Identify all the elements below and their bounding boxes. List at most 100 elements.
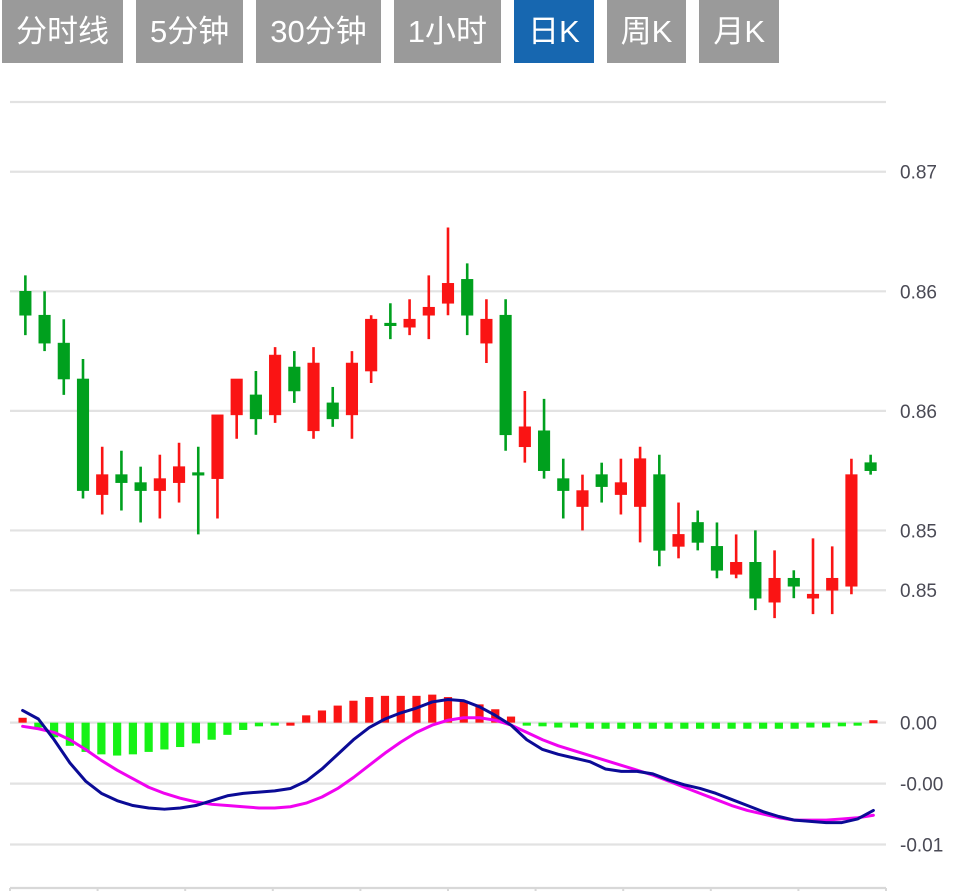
macd-signal-line <box>21 716 875 822</box>
macd-hist-bar <box>443 697 453 723</box>
candle-body <box>806 593 820 599</box>
macd-hist-bar <box>853 722 862 726</box>
candle-body <box>441 283 455 304</box>
tab-4[interactable]: 日K <box>513 0 594 63</box>
macd-hist-bar <box>128 722 137 755</box>
candle-body <box>518 426 531 448</box>
macd-hist-bar <box>191 722 201 744</box>
macd-hist-bar <box>286 722 295 726</box>
candle-body <box>76 378 90 491</box>
candle-body <box>499 314 512 436</box>
candle-body <box>326 402 339 420</box>
macd-hist-bar <box>774 722 783 729</box>
candle-body <box>96 474 109 495</box>
candle-body <box>38 314 51 344</box>
macd-hist-bar <box>664 722 673 729</box>
macd-hist-bar <box>522 722 531 726</box>
macd-hist-bar <box>695 722 705 729</box>
macd-hist-bar <box>302 715 311 723</box>
macd-hist-bar <box>239 722 248 730</box>
candle-body <box>115 474 128 483</box>
candle-body <box>614 482 627 495</box>
macd-hist-bar <box>349 700 358 723</box>
macd-hist-bar <box>806 722 815 728</box>
candle-body <box>710 546 724 571</box>
macd-hist-bar <box>869 720 878 724</box>
candle-body <box>749 562 762 599</box>
macd-hist-bar <box>759 722 768 729</box>
macd-histogram <box>18 694 878 756</box>
candle-body <box>864 462 877 471</box>
price-tick-label-0: 0.87 <box>900 163 937 184</box>
macd-line <box>21 698 875 825</box>
macd-lines <box>21 698 875 825</box>
macd-hist-bar <box>34 722 43 728</box>
candle-body <box>845 474 858 587</box>
macd-hist-bar <box>538 722 547 727</box>
tab-0[interactable]: 分时线 <box>2 0 123 63</box>
macd-hist-bar <box>160 722 169 750</box>
candle-body <box>826 577 839 591</box>
candle-body <box>153 478 166 491</box>
candle-body <box>787 577 800 587</box>
tab-6[interactable]: 月K <box>699 0 780 63</box>
macd-hist-bar <box>365 697 374 723</box>
price-tick-label-4: 0.85 <box>900 581 937 602</box>
candle-body <box>211 414 224 479</box>
macd-hist-bar <box>144 722 153 752</box>
candle-body <box>422 306 435 316</box>
macd-hist-bar <box>743 722 752 729</box>
candle-body <box>576 490 589 507</box>
macd-hist-bar <box>223 722 232 735</box>
tab-3[interactable]: 1小时 <box>393 0 501 63</box>
candle-body <box>172 466 186 483</box>
macd-hist-bar <box>459 700 468 723</box>
candle-body <box>480 318 493 344</box>
macd-hist-bar <box>617 722 626 729</box>
candle-body <box>403 318 416 328</box>
candle-body <box>384 322 397 326</box>
macd-hist-bar <box>428 694 437 723</box>
chart-svg: 0.87 0.86 0.86 0.85 0.85 0.00 -0.00 -0.01 <box>9 100 943 891</box>
candle-body <box>57 342 70 380</box>
macd-hist-bar <box>727 722 736 729</box>
macd-hist-bar <box>113 722 122 756</box>
candle-body <box>691 522 704 543</box>
macd-hist-bar <box>97 722 106 755</box>
candle-body <box>768 577 781 603</box>
macd-hist-bar <box>270 722 279 726</box>
macd-hist-bar <box>50 722 59 738</box>
macd-hist-bar <box>380 695 390 723</box>
macd-axis-labels: 0.00 -0.00 -0.01 <box>900 714 943 857</box>
macd-hist-bar <box>711 722 720 729</box>
x-axis <box>9 886 887 891</box>
macd-hist-bar <box>317 710 327 723</box>
candle-body <box>365 318 378 372</box>
candle-body <box>653 474 666 551</box>
macd-hist-bar <box>254 722 264 727</box>
macd-hist-bar <box>790 722 799 729</box>
tab-1[interactable]: 5分钟 <box>136 0 244 63</box>
candle-body <box>269 354 282 416</box>
macd-tick-label-2: -0.01 <box>900 836 943 857</box>
price-tick-label-3: 0.85 <box>900 521 937 542</box>
macd-hist-bar <box>601 722 610 729</box>
candlestick-series <box>19 227 877 619</box>
price-tick-label-2: 0.86 <box>900 402 937 423</box>
candle-body <box>249 394 262 420</box>
macd-hist-bar <box>837 722 846 727</box>
candle-body <box>19 291 32 316</box>
tab-2[interactable]: 30分钟 <box>256 0 381 63</box>
macd-hist-bar <box>585 722 594 729</box>
macd-hist-bar <box>506 716 516 723</box>
macd-hist-bar <box>822 722 831 728</box>
macd-hist-bar <box>632 722 642 729</box>
macd-hist-bar <box>65 722 74 746</box>
candle-body <box>461 279 474 316</box>
tab-5[interactable]: 周K <box>606 0 687 63</box>
candle-body <box>307 362 320 432</box>
candle-body <box>192 472 205 476</box>
chart-container[interactable]: 0.87 0.86 0.86 0.85 0.85 0.00 -0.00 -0.01 <box>0 85 973 891</box>
macd-hist-bar <box>18 717 27 723</box>
candle-body <box>345 362 359 416</box>
